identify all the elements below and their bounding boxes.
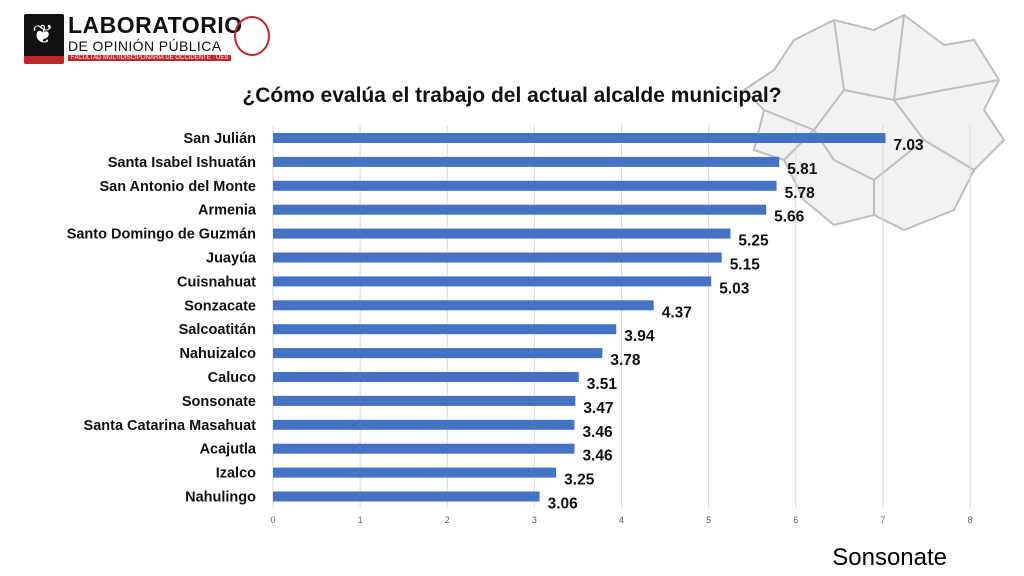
bar — [273, 252, 722, 263]
logo-subtitle: DE OPINIÓN PÚBLICA — [68, 38, 222, 54]
bar — [273, 300, 654, 311]
category-label: Juayúa — [206, 251, 257, 267]
x-tick-label: 0 — [270, 515, 275, 525]
logo: ❦ LABORATORIO DE OPINIÓN PÚBLICA FACULTA… — [24, 12, 274, 66]
category-label: Santo Domingo de Guzmán — [67, 227, 256, 243]
university-seal-icon — [234, 16, 270, 56]
bar — [273, 419, 575, 430]
x-tick-label: 5 — [706, 515, 711, 525]
data-label: 3.46 — [582, 424, 613, 441]
logo-mark-icon: ❦ — [24, 14, 64, 64]
x-tick-label: 2 — [445, 515, 450, 525]
category-label: Sonzacate — [184, 298, 256, 314]
logo-title: LABORATORIO — [68, 12, 243, 38]
logo-faculty: FACULTAD MULTIDISCIPLINARIA DE OCCIDENTE… — [68, 55, 232, 61]
data-label: 3.46 — [582, 448, 613, 465]
x-tick-label: 6 — [793, 515, 798, 525]
bar — [273, 133, 886, 143]
category-label: Acajutla — [200, 442, 257, 458]
data-label: 3.06 — [548, 496, 579, 513]
data-label: 5.81 — [787, 161, 818, 178]
data-label: 5.03 — [719, 280, 750, 297]
data-label: 3.78 — [610, 352, 641, 369]
bar — [273, 180, 777, 191]
data-label: 5.25 — [738, 233, 769, 250]
category-label: Cuisnahuat — [177, 274, 256, 290]
x-tick-label: 8 — [967, 515, 972, 525]
bar — [273, 348, 603, 359]
x-tick-label: 4 — [619, 515, 624, 525]
bar — [273, 395, 576, 406]
data-label: 4.37 — [662, 304, 692, 321]
department-map-watermark — [742, 13, 1006, 232]
category-label: San Julián — [183, 131, 256, 147]
category-label: Nahulingo — [185, 490, 256, 506]
category-label: Izalco — [216, 466, 256, 482]
bar — [273, 204, 767, 215]
bar — [273, 156, 780, 167]
data-label: 5.15 — [730, 257, 761, 274]
data-label: 3.25 — [564, 472, 595, 489]
data-label: 3.47 — [583, 400, 613, 417]
x-tick-label: 7 — [880, 515, 885, 525]
category-label: Caluco — [208, 370, 256, 386]
data-label: 7.03 — [893, 137, 924, 154]
bar — [273, 467, 557, 478]
data-label: 3.94 — [624, 328, 655, 345]
bar — [273, 324, 617, 335]
category-label: Nahuizalco — [179, 346, 256, 362]
bar — [273, 491, 540, 502]
x-tick-label: 1 — [358, 515, 363, 525]
category-label: Salcoatitán — [179, 322, 256, 338]
chart-title: ¿Cómo evalúa el trabajo del actual alcal… — [242, 84, 782, 107]
category-label: Sonsonate — [182, 394, 256, 410]
data-label: 5.66 — [774, 209, 805, 226]
category-label: Santa Catarina Masahuat — [84, 418, 257, 434]
bar — [273, 276, 712, 287]
data-label: 5.78 — [785, 185, 816, 202]
category-label: San Antonio del Monte — [99, 179, 256, 195]
bar — [273, 443, 575, 454]
x-tick-label: 3 — [532, 515, 537, 525]
bar — [273, 228, 731, 239]
data-label: 3.51 — [587, 376, 618, 393]
category-label: Santa Isabel Ishuatán — [108, 155, 256, 171]
bar — [273, 372, 579, 382]
region-label: Sonsonate — [832, 544, 947, 571]
category-label: Armenia — [198, 203, 257, 219]
